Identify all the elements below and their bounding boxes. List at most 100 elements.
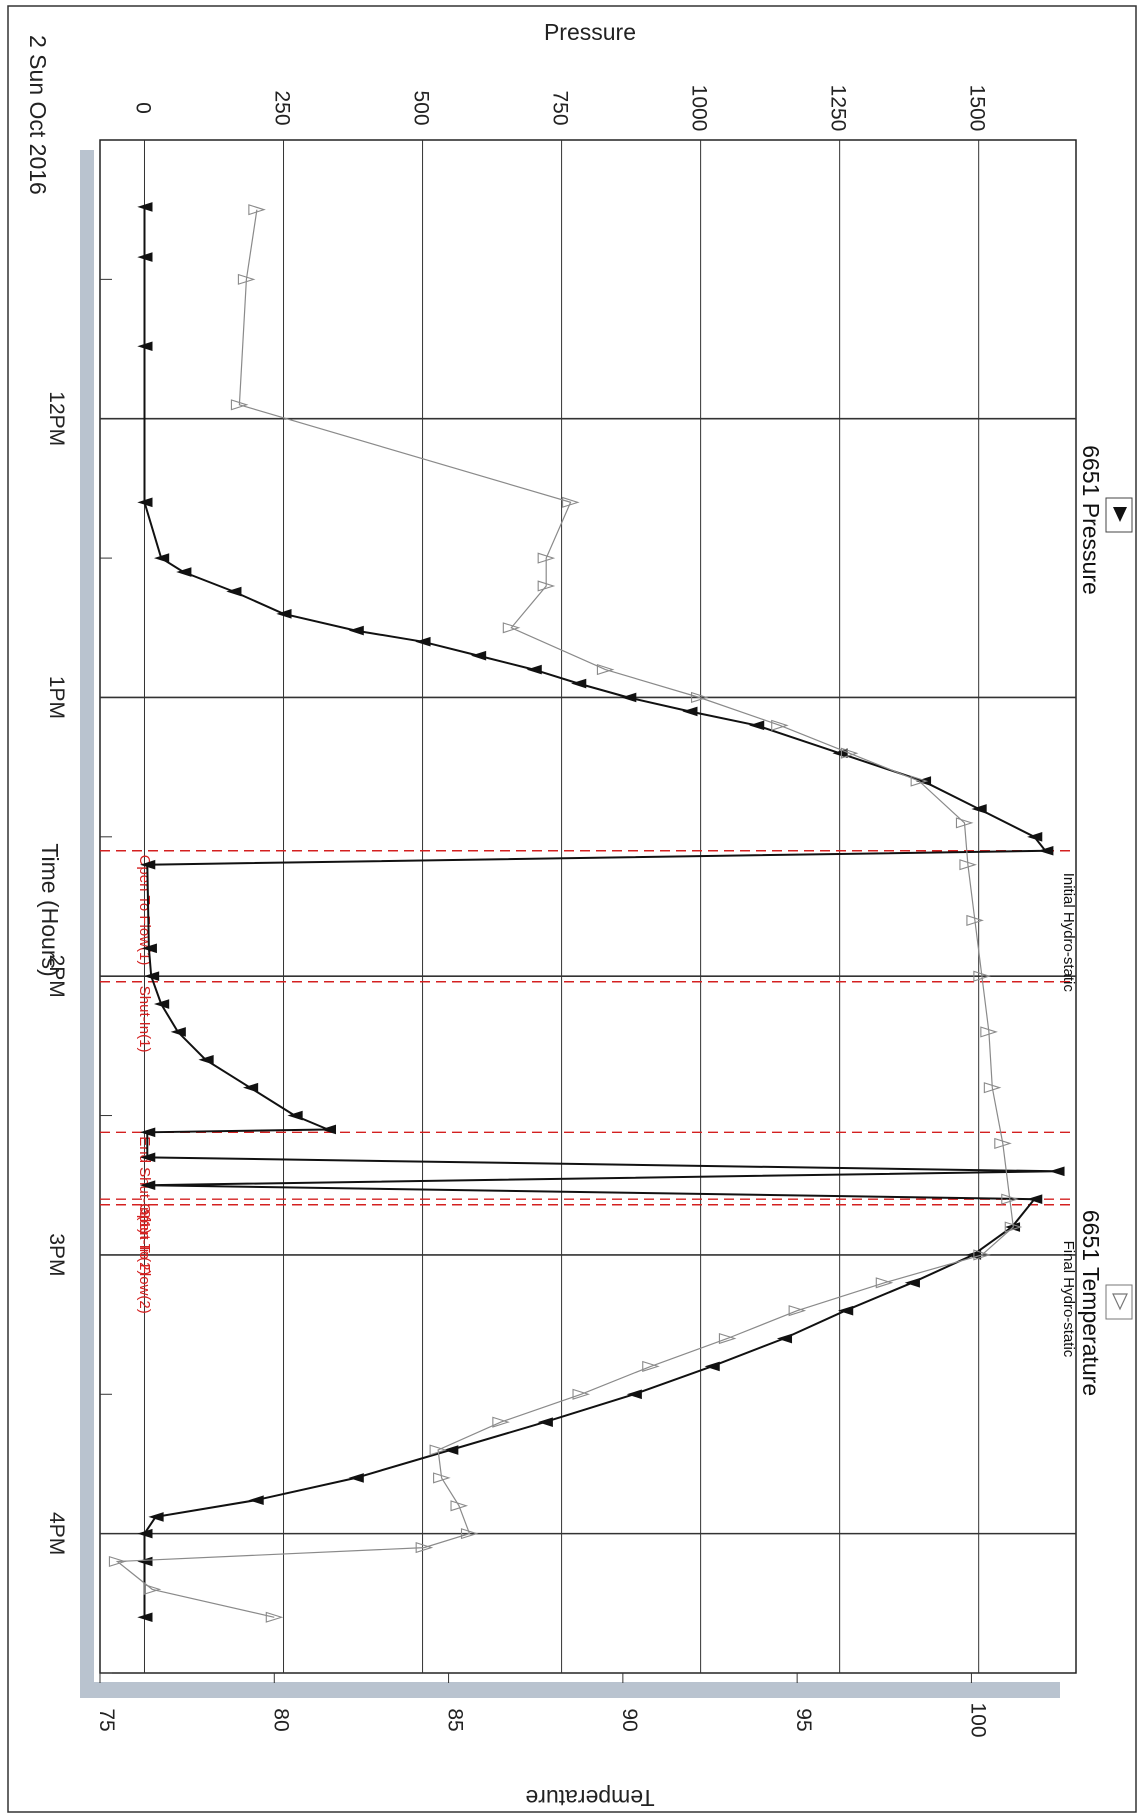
temperature-point xyxy=(230,399,249,411)
time-tick-label: 3PM xyxy=(45,1233,68,1276)
pressure-point xyxy=(415,636,431,647)
pressure-point xyxy=(1038,845,1054,856)
tick-labels: 0 250 500 750 1000 1250 1500 12PM 1PM 2PM 3PM 4PM 75… xyxy=(45,85,989,1738)
temperature-point xyxy=(108,1555,127,1568)
frame-strip-bottom xyxy=(80,1682,1060,1698)
temperature-point xyxy=(973,970,991,982)
temperature-point xyxy=(562,496,580,508)
temperature-point xyxy=(955,817,974,829)
pressure-point xyxy=(141,943,157,954)
pressure-tick-label: 1500 xyxy=(966,85,989,132)
pressure-point xyxy=(140,1127,156,1138)
temperature-point xyxy=(572,1388,591,1400)
pressure-point xyxy=(242,1082,259,1093)
legend-temperature-marker xyxy=(1112,1293,1128,1311)
pressure-point xyxy=(198,1055,214,1065)
date-label: 2 Sun Oct 2016 xyxy=(25,35,51,195)
pressure-point xyxy=(143,971,160,981)
temperature-point xyxy=(450,1500,469,1512)
pressure-point xyxy=(137,1528,153,1539)
pressure-point xyxy=(749,720,765,731)
frame-strip-left xyxy=(80,150,94,1698)
temperature-point xyxy=(460,1528,479,1540)
pressure-point xyxy=(137,497,153,508)
legend-temperature: 6651 Temperature xyxy=(1078,1210,1133,1396)
hydrostatic-annotation: Final Hydro-static xyxy=(1060,1241,1077,1358)
pressure-axis-title: Pressure xyxy=(544,19,636,45)
temperature-point xyxy=(910,775,929,787)
pressure-point xyxy=(571,678,587,689)
temperature-point xyxy=(492,1416,510,1428)
temperature-point xyxy=(502,622,521,634)
temperature-tick-label: 75 xyxy=(95,1708,118,1731)
pressure-tick-label: 750 xyxy=(549,90,572,125)
pressure-point xyxy=(704,1361,720,1372)
pressure-point xyxy=(140,1152,156,1163)
pressure-tick-label: 250 xyxy=(271,90,294,125)
time-tick-label: 12PM xyxy=(45,391,68,446)
temperature-point xyxy=(1004,1221,1023,1233)
legend-pressure-label: 6651 Pressure xyxy=(1078,445,1104,595)
time-axis-title: Time (Hours) xyxy=(37,843,63,976)
event-label: Shut-In(1) xyxy=(136,986,153,1053)
pressure-point xyxy=(137,252,153,262)
temperature-point xyxy=(973,1249,991,1261)
temperature-point xyxy=(966,914,984,926)
temperature-point xyxy=(994,1137,1012,1149)
temperature-point xyxy=(537,552,556,564)
pressure-point xyxy=(621,692,637,703)
pressure-point xyxy=(287,1110,303,1121)
pressure-tick-label: 1000 xyxy=(688,85,711,132)
pressure-point xyxy=(148,1512,164,1522)
pressure-point xyxy=(348,1473,364,1483)
legend-pressure-marker xyxy=(1113,507,1127,522)
temperature-point xyxy=(415,1542,434,1554)
pressure-point xyxy=(915,776,932,786)
pressure-point xyxy=(348,625,364,636)
temperature-point xyxy=(771,719,789,731)
temperature-point xyxy=(1001,1193,1019,1205)
pressure-point xyxy=(904,1277,920,1288)
temperature-point xyxy=(265,1611,284,1623)
temperature-point xyxy=(788,1305,807,1317)
pressure-point xyxy=(276,609,292,619)
pressure-point xyxy=(626,1389,642,1400)
pressure-tick-label: 500 xyxy=(410,90,433,125)
pressure-point xyxy=(776,1333,793,1344)
temperature-point xyxy=(248,204,266,216)
pressure-point xyxy=(153,553,170,563)
pressure-tick-label: 1250 xyxy=(827,85,850,132)
temperature-tick-label: 100 xyxy=(966,1702,989,1737)
temperature-tick-label: 80 xyxy=(269,1708,292,1731)
temperature-point xyxy=(983,1082,1002,1094)
temperature-tick-label: 90 xyxy=(618,1708,641,1731)
pressure-point xyxy=(153,999,170,1009)
pressure-point xyxy=(443,1445,459,1455)
temperature-point xyxy=(959,859,977,871)
temperature-point xyxy=(980,1026,998,1038)
temperature-point xyxy=(537,580,556,592)
pressure-series-line xyxy=(143,206,1057,1618)
pressure-point xyxy=(1027,832,1043,842)
pressure-point xyxy=(320,1124,337,1135)
series xyxy=(108,202,1065,1623)
event-label: Open To Flow(2) xyxy=(136,1203,153,1314)
time-tick-label: 1PM xyxy=(45,676,68,719)
temperature-point xyxy=(718,1332,737,1345)
pressure-point xyxy=(170,1027,186,1037)
pressure-point xyxy=(226,586,242,597)
legend-pressure: 6651 Pressure xyxy=(1078,445,1133,595)
temperature-point xyxy=(840,747,859,759)
legend-temperature-label: 6651 Temperature xyxy=(1078,1210,1104,1396)
pressure-point xyxy=(470,650,487,661)
pressure-point xyxy=(140,859,156,870)
temperature-point xyxy=(237,273,256,285)
temperature-axis-title: Temperature xyxy=(525,1785,654,1811)
pressure-point xyxy=(137,202,153,212)
hydrostatic-annotation: Initial Hydro-static xyxy=(1060,873,1077,993)
pressure-tick-label: 0 xyxy=(131,102,154,114)
pressure-point xyxy=(537,1417,553,1427)
pressure-point xyxy=(1049,1166,1065,1177)
outer-frame xyxy=(7,5,1137,1813)
temperature-point xyxy=(433,1472,451,1484)
